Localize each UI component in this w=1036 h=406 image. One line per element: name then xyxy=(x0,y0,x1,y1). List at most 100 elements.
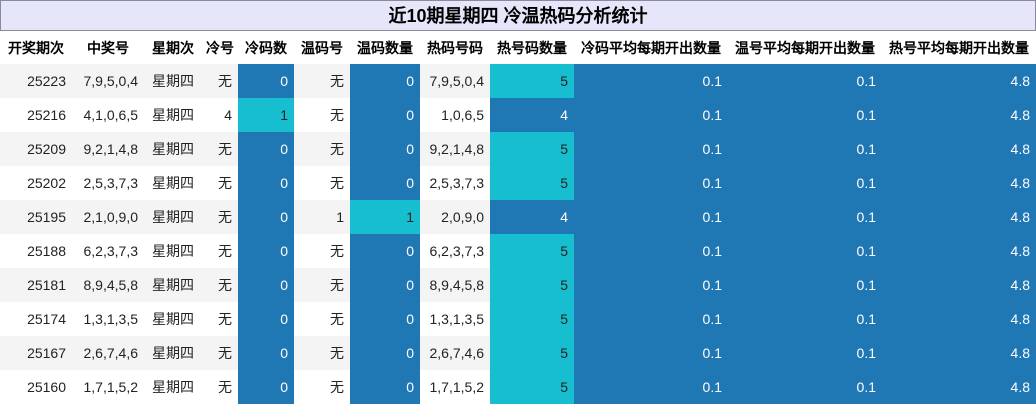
cell-warm-avg: 0.1 xyxy=(728,370,882,404)
cell-hot-count: 5 xyxy=(490,336,574,370)
cell-period: 25216 xyxy=(0,98,72,132)
cell-warm: 无 xyxy=(294,234,350,268)
cell-cold: 无 xyxy=(202,302,238,336)
cell-hot: 7,9,5,0,4 xyxy=(420,64,490,98)
cell-numbers: 1,3,1,3,5 xyxy=(72,302,144,336)
cell-cold-count: 0 xyxy=(238,370,294,404)
cell-cold-count: 1 xyxy=(238,98,294,132)
cell-weekday: 星期四 xyxy=(144,64,202,98)
cell-warm-avg: 0.1 xyxy=(728,200,882,234)
cell-warm: 无 xyxy=(294,336,350,370)
cell-period: 25188 xyxy=(0,234,72,268)
cell-warm-count: 1 xyxy=(350,200,420,234)
cell-hot-avg: 4.8 xyxy=(882,200,1036,234)
cell-hot-count: 5 xyxy=(490,166,574,200)
cell-cold-avg: 0.1 xyxy=(574,166,728,200)
cell-hot-count: 5 xyxy=(490,132,574,166)
cell-period: 25195 xyxy=(0,200,72,234)
cell-cold-avg: 0.1 xyxy=(574,64,728,98)
cell-cold: 无 xyxy=(202,166,238,200)
cell-numbers: 1,7,1,5,2 xyxy=(72,370,144,404)
cell-cold: 无 xyxy=(202,268,238,302)
table-row: 25160 1,7,1,5,2 星期四无 0 无 0 1,7,1,5,2 5 0.1 0.1 4.8 xyxy=(0,370,1036,404)
cell-warm: 1 xyxy=(294,200,350,234)
column-header: 冷码数 xyxy=(238,31,294,64)
cell-hot: 1,3,1,3,5 xyxy=(420,302,490,336)
cell-hot: 2,6,7,4,6 xyxy=(420,336,490,370)
cell-hot-avg: 4.8 xyxy=(882,268,1036,302)
cell-warm-count: 0 xyxy=(350,98,420,132)
cell-warm: 无 xyxy=(294,302,350,336)
cell-hot-count: 5 xyxy=(490,370,574,404)
cell-hot: 8,9,4,5,8 xyxy=(420,268,490,302)
column-header: 温码数量 xyxy=(350,31,420,64)
cell-numbers: 2,1,0,9,0 xyxy=(72,200,144,234)
cell-hot: 9,2,1,4,8 xyxy=(420,132,490,166)
cell-weekday: 星期四 xyxy=(144,268,202,302)
cell-warm-avg: 0.1 xyxy=(728,166,882,200)
cell-warm: 无 xyxy=(294,132,350,166)
cell-hot-avg: 4.8 xyxy=(882,98,1036,132)
cell-period: 25223 xyxy=(0,64,72,98)
cell-cold: 4 xyxy=(202,98,238,132)
cell-cold: 无 xyxy=(202,234,238,268)
cell-weekday: 星期四 xyxy=(144,200,202,234)
cell-warm-count: 0 xyxy=(350,268,420,302)
cell-cold-avg: 0.1 xyxy=(574,302,728,336)
cell-weekday: 星期四 xyxy=(144,234,202,268)
table-row: 25167 2,6,7,4,6 星期四无 0 无 0 2,6,7,4,6 5 0.1 0.1 4.8 xyxy=(0,336,1036,370)
table-body: 25223 7,9,5,0,4 星期四无 0 无 0 7,9,5,0,4 5 0.1 0.1 4.8… xyxy=(0,64,1036,404)
cell-weekday: 星期四 xyxy=(144,370,202,404)
cell-hot-avg: 4.8 xyxy=(882,302,1036,336)
cell-warm-count: 0 xyxy=(350,64,420,98)
cell-warm-avg: 0.1 xyxy=(728,98,882,132)
cell-period: 25160 xyxy=(0,370,72,404)
column-header: 冷号 xyxy=(202,31,238,64)
cell-hot-avg: 4.8 xyxy=(882,166,1036,200)
cell-numbers: 2,5,3,7,3 xyxy=(72,166,144,200)
cell-hot: 1,0,6,5 xyxy=(420,98,490,132)
cell-weekday: 星期四 xyxy=(144,336,202,370)
cell-warm-count: 0 xyxy=(350,132,420,166)
cell-warm-avg: 0.1 xyxy=(728,302,882,336)
cell-cold: 无 xyxy=(202,200,238,234)
column-header: 热码号码 xyxy=(420,31,490,64)
column-header: 热号码数量 xyxy=(490,31,574,64)
cell-cold-count: 0 xyxy=(238,200,294,234)
cell-weekday: 星期四 xyxy=(144,166,202,200)
column-header: 热号平均每期开出数量 xyxy=(882,31,1036,64)
cell-numbers: 6,2,3,7,3 xyxy=(72,234,144,268)
cell-hot-avg: 4.8 xyxy=(882,132,1036,166)
table-row: 25216 4,1,0,6,5 星期四 4 1 无 0 1,0,6,5 4 0.1 0.1 4.8 xyxy=(0,98,1036,132)
cell-period: 25167 xyxy=(0,336,72,370)
cell-weekday: 星期四 xyxy=(144,132,202,166)
column-header: 星期次 xyxy=(144,31,202,64)
column-header: 冷码平均每期开出数量 xyxy=(574,31,728,64)
table-row: 25188 6,2,3,7,3 星期四无 0 无 0 6,2,3,7,3 5 0.1 0.1 4.8 xyxy=(0,234,1036,268)
table-row: 25223 7,9,5,0,4 星期四无 0 无 0 7,9,5,0,4 5 0.1 0.1 4.8 xyxy=(0,64,1036,98)
cell-warm-count: 0 xyxy=(350,336,420,370)
cell-hot: 2,0,9,0 xyxy=(420,200,490,234)
cell-numbers: 4,1,0,6,5 xyxy=(72,98,144,132)
column-header: 中奖号 xyxy=(72,31,144,64)
table-row: 25174 1,3,1,3,5 星期四无 0 无 0 1,3,1,3,5 5 0.1 0.1 4.8 xyxy=(0,302,1036,336)
cell-cold-avg: 0.1 xyxy=(574,370,728,404)
cell-cold-count: 0 xyxy=(238,336,294,370)
cell-period: 25209 xyxy=(0,132,72,166)
cell-warm: 无 xyxy=(294,64,350,98)
cell-warm: 无 xyxy=(294,268,350,302)
cell-hot-avg: 4.8 xyxy=(882,234,1036,268)
table-row: 25209 9,2,1,4,8 星期四无 0 无 0 9,2,1,4,8 5 0.1 0.1 4.8 xyxy=(0,132,1036,166)
cell-cold-avg: 0.1 xyxy=(574,268,728,302)
cell-warm-avg: 0.1 xyxy=(728,336,882,370)
cell-numbers: 9,2,1,4,8 xyxy=(72,132,144,166)
cell-cold-avg: 0.1 xyxy=(574,200,728,234)
column-header: 温码号 xyxy=(294,31,350,64)
cell-period: 25181 xyxy=(0,268,72,302)
cell-cold: 无 xyxy=(202,64,238,98)
cell-warm-count: 0 xyxy=(350,370,420,404)
cell-cold-count: 0 xyxy=(238,234,294,268)
cell-period: 25202 xyxy=(0,166,72,200)
cell-cold-avg: 0.1 xyxy=(574,336,728,370)
